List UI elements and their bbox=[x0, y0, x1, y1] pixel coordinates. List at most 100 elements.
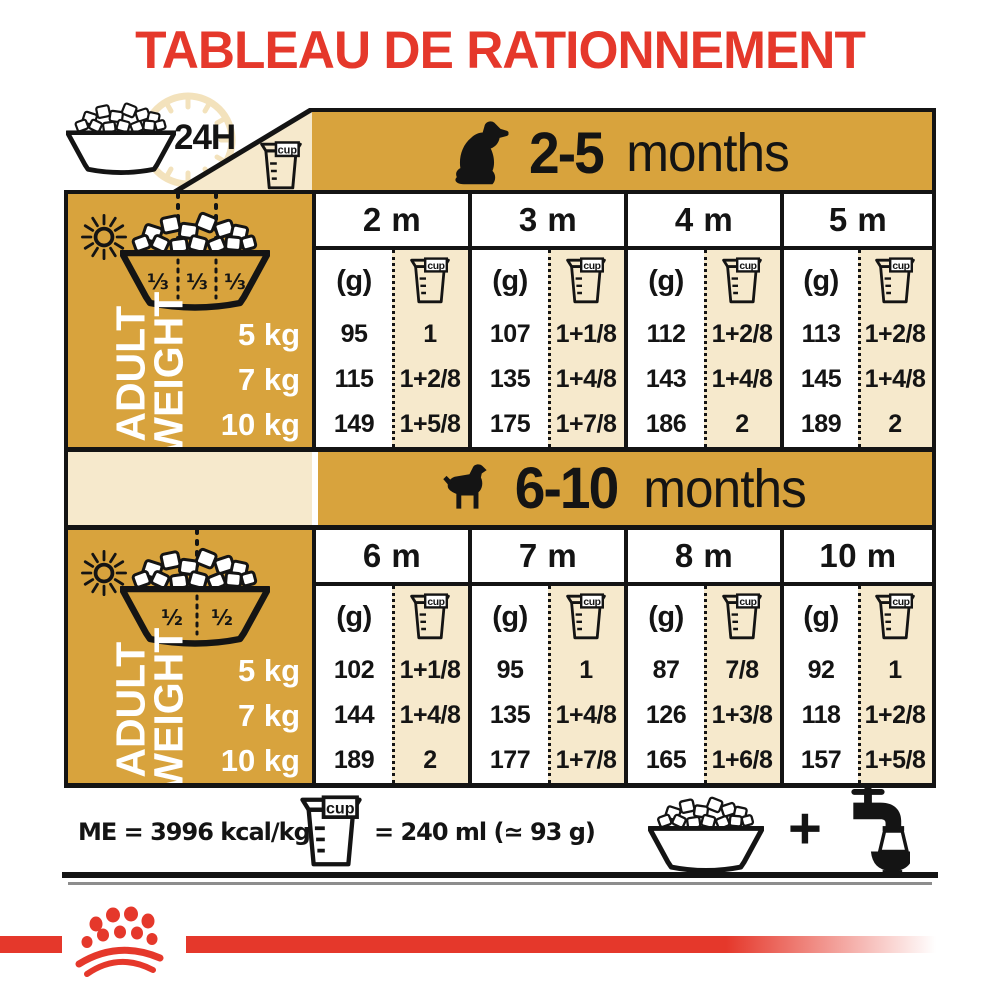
cup-value: 1+1/8 bbox=[399, 656, 461, 684]
portion-bowl-thirds: ⅓ ⅓ ⅓ bbox=[120, 194, 270, 312]
red-band-left bbox=[0, 936, 62, 953]
portion-bowl-halves: ½ ½ bbox=[120, 530, 270, 648]
cup-value: 1+6/8 bbox=[711, 746, 773, 774]
months-grid-6-10: 6 m (g) 102 1+1/8 144 1+4/8 189 2 7 m bbox=[312, 530, 936, 783]
weight-rows: 5 kg 7 kg 10 kg bbox=[184, 648, 304, 783]
age-range: 2-5 bbox=[528, 120, 604, 186]
cup-value: 1 bbox=[888, 656, 902, 684]
month-header: 8 m bbox=[628, 530, 780, 586]
grams-value: 145 bbox=[800, 365, 842, 393]
header-left-area: 24H bbox=[64, 108, 312, 194]
grams-value: 177 bbox=[489, 746, 531, 774]
cup-value: 1+1/8 bbox=[555, 320, 617, 348]
cup-subcolumn bbox=[704, 586, 780, 783]
cup-value: 1+2/8 bbox=[864, 320, 926, 348]
water-tap-icon bbox=[824, 786, 910, 874]
cup-value: 1+5/8 bbox=[399, 410, 461, 438]
cup-value: 1+4/8 bbox=[555, 701, 617, 729]
month-header: 5 m bbox=[784, 194, 932, 250]
grams-unit-label: (g) bbox=[803, 264, 839, 297]
cup-subcolumn bbox=[548, 250, 624, 447]
grams-unit-label: (g) bbox=[803, 600, 839, 633]
month-header: 4 m bbox=[628, 194, 780, 250]
cup-equivalence: = 240 ml (≃ 93 g) bbox=[374, 818, 596, 846]
cup-value: 1+4/8 bbox=[864, 365, 926, 393]
divider bbox=[64, 190, 936, 195]
measuring-cup-icon bbox=[858, 250, 932, 312]
cup-value: 1+4/8 bbox=[711, 365, 773, 393]
age-band-2-5-months: 2-5 months bbox=[312, 108, 936, 194]
cup-value: 2 bbox=[423, 746, 437, 774]
divider bbox=[64, 783, 936, 788]
month-column-7m: 7 m (g) 95 1 135 1+4/8 177 1+7/8 bbox=[468, 530, 624, 783]
grams-value: 189 bbox=[333, 746, 375, 774]
cup-value: 1+2/8 bbox=[864, 701, 926, 729]
grams-value: 143 bbox=[645, 365, 687, 393]
24h-label: 24H bbox=[174, 118, 236, 157]
grams-value: 95 bbox=[496, 656, 524, 684]
dog-icon bbox=[440, 459, 494, 519]
month-column-4m: 4 m (g) 112 1+2/8 143 1+4/8 186 2 bbox=[624, 194, 780, 447]
month-column-3m: 3 m (g) 107 1+1/8 135 1+4/8 175 1+7/8 bbox=[468, 194, 624, 447]
grams-value: 115 bbox=[334, 365, 374, 393]
month-header: 10 m bbox=[784, 530, 932, 586]
cup-value: 1 bbox=[423, 320, 437, 348]
grams-value: 102 bbox=[333, 656, 375, 684]
grams-value: 118 bbox=[801, 701, 841, 729]
plus-sign: + bbox=[788, 796, 822, 861]
grams-unit-label: (g) bbox=[492, 264, 528, 297]
grams-value: 135 bbox=[489, 365, 531, 393]
cup-value: 2 bbox=[888, 410, 902, 438]
divider bbox=[68, 882, 932, 885]
adult-weight-panel-1: ⅓ ⅓ ⅓ ADULT WEIGHT 5 kg 7 kg 10 kg bbox=[64, 194, 312, 456]
cup-value: 7/8 bbox=[725, 656, 759, 684]
grams-value: 87 bbox=[652, 656, 680, 684]
grams-unit-label: (g) bbox=[336, 264, 372, 297]
grams-value: 144 bbox=[333, 701, 375, 729]
portion-fraction: ½ bbox=[161, 606, 183, 630]
rationing-table: 24H 2-5 months bbox=[64, 108, 936, 792]
month-column-8m: 8 m (g) 87 7/8 126 1+3/8 165 1+6/8 bbox=[624, 530, 780, 783]
measuring-cup-icon bbox=[548, 250, 624, 312]
section2-left-spacer bbox=[64, 452, 312, 525]
grams-value: 189 bbox=[800, 410, 842, 438]
weight-label: 5 kg bbox=[237, 652, 300, 688]
month-column-5m: 5 m (g) 113 1+2/8 145 1+4/8 189 2 bbox=[780, 194, 936, 447]
age-range: 6-10 bbox=[515, 456, 620, 521]
cup-value: 2 bbox=[735, 410, 749, 438]
month-column-6m: 6 m (g) 102 1+1/8 144 1+4/8 189 2 bbox=[312, 530, 468, 783]
metabolizable-energy: ME = 3996 kcal/kg bbox=[78, 818, 311, 846]
month-column-2m: 2 m (g) 95 1 115 1+2/8 149 1+5/8 bbox=[312, 194, 468, 447]
weight-label: 5 kg bbox=[237, 316, 300, 352]
divider bbox=[62, 872, 938, 878]
cup-value: 1+4/8 bbox=[555, 365, 617, 393]
puppy-icon bbox=[451, 120, 509, 186]
red-band-right bbox=[186, 936, 936, 953]
measuring-cup-icon bbox=[858, 586, 932, 648]
month-header: 2 m bbox=[316, 194, 468, 250]
cup-value: 1+2/8 bbox=[711, 320, 773, 348]
divider bbox=[64, 447, 936, 452]
grams-value: 95 bbox=[340, 320, 368, 348]
measuring-cup-icon bbox=[548, 586, 624, 648]
grams-value: 175 bbox=[489, 410, 531, 438]
divider bbox=[64, 525, 936, 530]
grams-value: 165 bbox=[645, 746, 687, 774]
cup-subcolumn bbox=[392, 586, 468, 783]
grams-value: 112 bbox=[646, 320, 686, 348]
month-column-10m: 10 m (g) 92 1 118 1+2/8 157 1+5/8 bbox=[780, 530, 936, 783]
months-grid-2-5: 2 m (g) 95 1 115 1+2/8 149 1+5/8 3 m bbox=[312, 194, 936, 447]
grams-value: 92 bbox=[807, 656, 835, 684]
weight-rows: 5 kg 7 kg 10 kg bbox=[184, 312, 304, 447]
diagonal-corner bbox=[166, 108, 312, 194]
month-header: 6 m bbox=[316, 530, 468, 586]
month-header: 3 m bbox=[472, 194, 624, 250]
weight-label: 7 kg bbox=[237, 361, 300, 397]
grams-value: 113 bbox=[801, 320, 841, 348]
weight-label: 10 kg bbox=[220, 742, 300, 778]
cup-subcolumn bbox=[548, 586, 624, 783]
measuring-cup-icon bbox=[392, 586, 468, 648]
food-bowl-icon bbox=[66, 101, 176, 176]
moon-icon bbox=[268, 209, 306, 255]
grams-unit-label: (g) bbox=[648, 600, 684, 633]
